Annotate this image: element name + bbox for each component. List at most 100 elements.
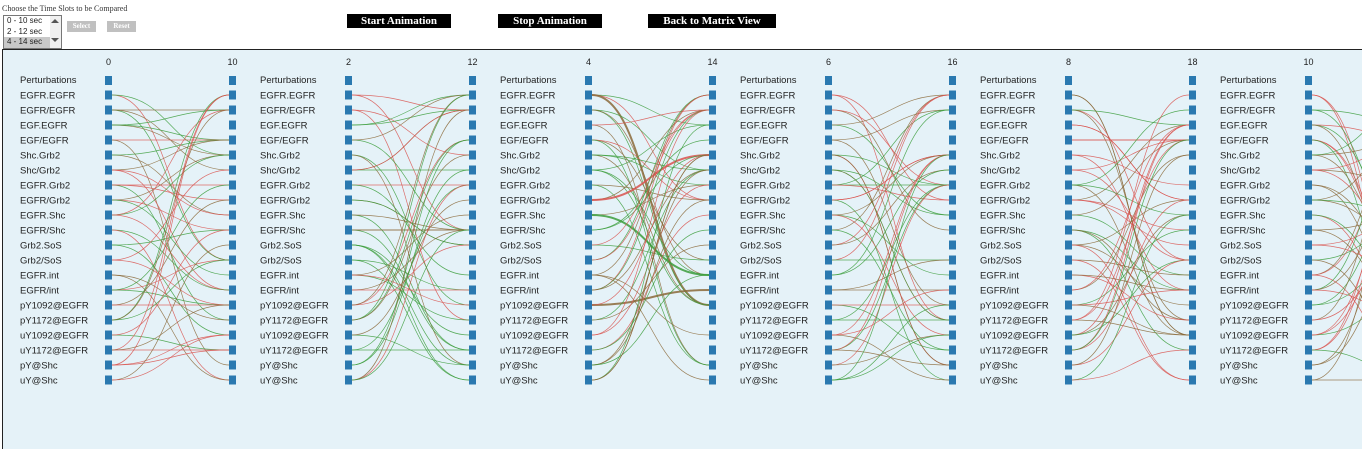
left-node-square[interactable] bbox=[1305, 105, 1312, 115]
right-node-square[interactable] bbox=[709, 165, 716, 175]
left-node-square[interactable] bbox=[105, 180, 112, 190]
node-square[interactable] bbox=[345, 76, 352, 85]
left-node-square[interactable] bbox=[1065, 240, 1072, 250]
right-node-square[interactable] bbox=[1189, 120, 1196, 130]
left-node-square[interactable] bbox=[105, 210, 112, 220]
right-node-square[interactable] bbox=[949, 270, 956, 280]
node-square[interactable] bbox=[469, 76, 476, 85]
right-node-square[interactable] bbox=[229, 165, 236, 175]
node-square[interactable] bbox=[585, 76, 592, 85]
left-node-square[interactable] bbox=[585, 225, 592, 235]
right-node-square[interactable] bbox=[709, 300, 716, 310]
node-square[interactable] bbox=[949, 76, 956, 85]
left-node-square[interactable] bbox=[345, 120, 352, 130]
left-node-square[interactable] bbox=[1305, 315, 1312, 325]
left-node-square[interactable] bbox=[345, 315, 352, 325]
node-square[interactable] bbox=[1065, 76, 1072, 85]
left-node-square[interactable] bbox=[825, 195, 832, 205]
right-node-square[interactable] bbox=[469, 150, 476, 160]
left-node-square[interactable] bbox=[825, 150, 832, 160]
right-node-square[interactable] bbox=[949, 150, 956, 160]
right-node-square[interactable] bbox=[949, 255, 956, 265]
left-node-square[interactable] bbox=[105, 105, 112, 115]
left-node-square[interactable] bbox=[345, 135, 352, 145]
right-node-square[interactable] bbox=[469, 330, 476, 340]
left-node-square[interactable] bbox=[1305, 285, 1312, 295]
left-node-square[interactable] bbox=[1305, 270, 1312, 280]
right-node-square[interactable] bbox=[949, 180, 956, 190]
right-node-square[interactable] bbox=[469, 270, 476, 280]
left-node-square[interactable] bbox=[345, 210, 352, 220]
left-node-square[interactable] bbox=[825, 180, 832, 190]
select-button[interactable]: Select bbox=[67, 21, 96, 32]
left-node-square[interactable] bbox=[1065, 300, 1072, 310]
left-node-square[interactable] bbox=[345, 300, 352, 310]
right-node-square[interactable] bbox=[469, 300, 476, 310]
right-node-square[interactable] bbox=[709, 105, 716, 115]
right-node-square[interactable] bbox=[469, 255, 476, 265]
right-node-square[interactable] bbox=[1189, 240, 1196, 250]
right-node-square[interactable] bbox=[949, 195, 956, 205]
right-node-square[interactable] bbox=[469, 240, 476, 250]
right-node-square[interactable] bbox=[709, 120, 716, 130]
left-node-square[interactable] bbox=[585, 135, 592, 145]
left-node-square[interactable] bbox=[1065, 345, 1072, 355]
left-node-square[interactable] bbox=[1065, 105, 1072, 115]
left-node-square[interactable] bbox=[1065, 285, 1072, 295]
left-node-square[interactable] bbox=[825, 240, 832, 250]
right-node-square[interactable] bbox=[229, 285, 236, 295]
right-node-square[interactable] bbox=[469, 285, 476, 295]
left-node-square[interactable] bbox=[585, 90, 592, 100]
time-slot-option[interactable]: 2 - 12 sec bbox=[7, 26, 43, 36]
left-node-square[interactable] bbox=[825, 225, 832, 235]
right-node-square[interactable] bbox=[949, 210, 956, 220]
right-node-square[interactable] bbox=[469, 120, 476, 130]
left-node-square[interactable] bbox=[105, 360, 112, 370]
right-node-square[interactable] bbox=[229, 315, 236, 325]
left-node-square[interactable] bbox=[105, 150, 112, 160]
left-node-square[interactable] bbox=[105, 285, 112, 295]
left-node-square[interactable] bbox=[105, 120, 112, 130]
left-node-square[interactable] bbox=[585, 120, 592, 130]
left-node-square[interactable] bbox=[345, 270, 352, 280]
right-node-square[interactable] bbox=[469, 195, 476, 205]
right-node-square[interactable] bbox=[1189, 225, 1196, 235]
right-node-square[interactable] bbox=[949, 240, 956, 250]
left-node-square[interactable] bbox=[345, 255, 352, 265]
left-node-square[interactable] bbox=[585, 315, 592, 325]
left-node-square[interactable] bbox=[1065, 360, 1072, 370]
node-square[interactable] bbox=[1305, 76, 1312, 85]
left-node-square[interactable] bbox=[345, 240, 352, 250]
right-node-square[interactable] bbox=[469, 90, 476, 100]
left-node-square[interactable] bbox=[585, 195, 592, 205]
node-square[interactable] bbox=[229, 76, 236, 85]
left-node-square[interactable] bbox=[585, 270, 592, 280]
left-node-square[interactable] bbox=[1305, 240, 1312, 250]
left-node-square[interactable] bbox=[1065, 225, 1072, 235]
left-node-square[interactable] bbox=[825, 165, 832, 175]
right-node-square[interactable] bbox=[229, 360, 236, 370]
left-node-square[interactable] bbox=[1305, 300, 1312, 310]
left-node-square[interactable] bbox=[105, 315, 112, 325]
left-node-square[interactable] bbox=[825, 105, 832, 115]
left-node-square[interactable] bbox=[1305, 225, 1312, 235]
node-square[interactable] bbox=[105, 76, 112, 85]
right-node-square[interactable] bbox=[709, 285, 716, 295]
left-node-square[interactable] bbox=[1065, 165, 1072, 175]
right-node-square[interactable] bbox=[1189, 315, 1196, 325]
left-node-square[interactable] bbox=[585, 180, 592, 190]
left-node-square[interactable] bbox=[105, 90, 112, 100]
right-node-square[interactable] bbox=[229, 105, 236, 115]
left-node-square[interactable] bbox=[345, 105, 352, 115]
right-node-square[interactable] bbox=[229, 255, 236, 265]
right-node-square[interactable] bbox=[709, 210, 716, 220]
right-node-square[interactable] bbox=[949, 105, 956, 115]
right-node-square[interactable] bbox=[469, 360, 476, 370]
right-node-square[interactable] bbox=[229, 300, 236, 310]
left-node-square[interactable] bbox=[585, 345, 592, 355]
right-node-square[interactable] bbox=[709, 240, 716, 250]
right-node-square[interactable] bbox=[709, 375, 716, 385]
right-node-square[interactable] bbox=[229, 150, 236, 160]
left-node-square[interactable] bbox=[105, 330, 112, 340]
left-node-square[interactable] bbox=[825, 360, 832, 370]
